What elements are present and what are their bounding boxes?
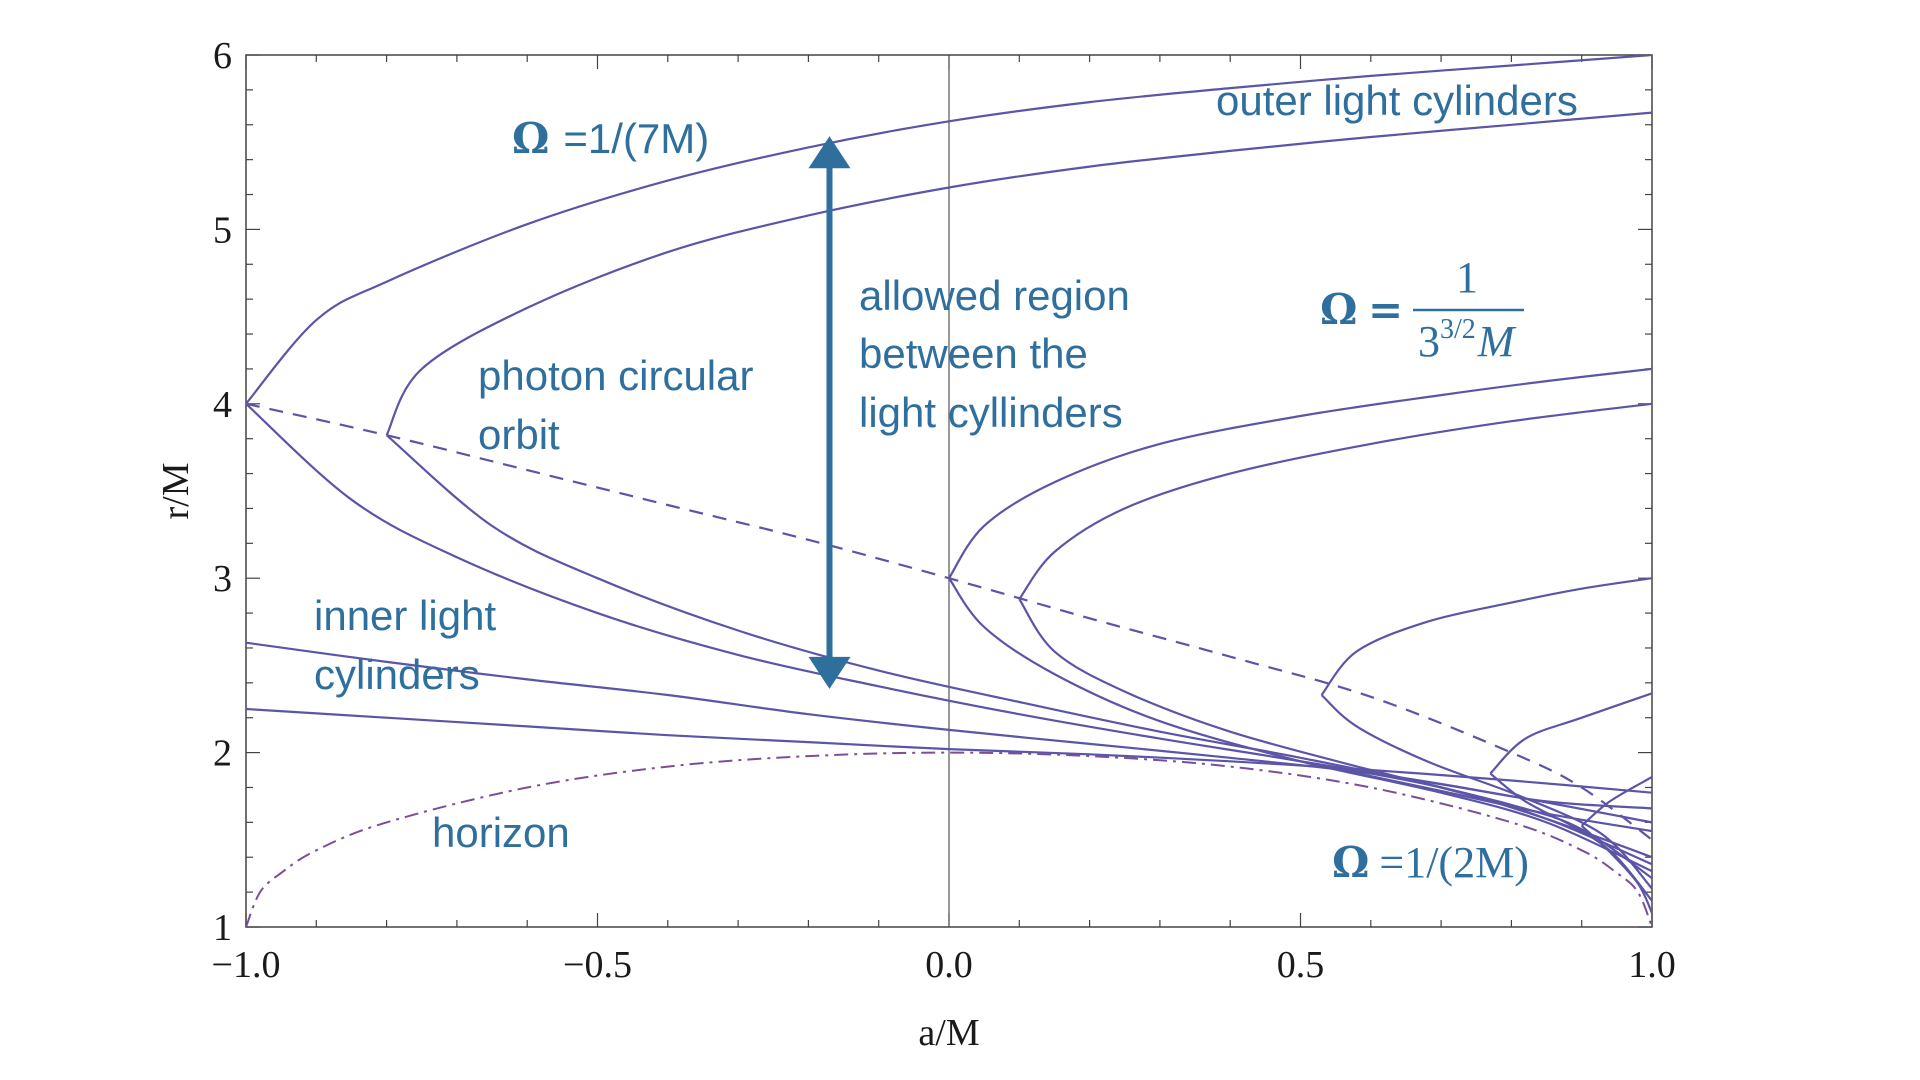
omega-mid-label: Ω = 1 33/2M [1320,253,1524,366]
x-axis-title: a/M [918,1012,979,1054]
outer-light-cylinder-curve [1489,692,1652,775]
y-tick-label: 1 [213,907,232,949]
inner-light-cylinder-curve [1300,760,1652,810]
omega-equals: = [1368,285,1403,334]
horizon-label: horizon [432,809,570,856]
outer-light-cylinder-curve [1580,776,1652,827]
x-tick-label: −0.5 [563,944,632,986]
y-tick-label: 4 [213,384,232,426]
omega-symbol: Ω [1320,285,1357,334]
omega-inner-value: =1/(2M) [1379,838,1528,887]
x-tick-label: 0.0 [925,944,973,986]
inner-light-cylinder-curve [1300,760,1652,833]
curves-group [246,55,1652,927]
inner-light-cylinder-curve [948,577,1652,873]
y-tick-label: 5 [213,209,232,251]
omega-mid-numerator: 1 [1456,253,1478,302]
omega-symbol: Ω [512,114,549,163]
inner-light-cylinder-curve [1580,824,1652,914]
inner-light-cylinder-curve [1320,694,1652,890]
x-tick-label: 0.5 [1277,944,1325,986]
photon-orbit-line1: photon circular [478,352,753,399]
arrow-head-up [808,136,851,169]
x-tick-label: −1.0 [212,944,281,986]
omega-symbol: Ω [1332,838,1369,887]
arrow-head-down [808,656,851,689]
y-tick-label: 3 [213,558,232,600]
inner-light-line2: cylinders [314,651,480,698]
inner-light-line1: inner light [314,592,496,639]
x-tick-label: 1.0 [1628,944,1676,986]
outer-light-cylinder-curve [948,367,1652,579]
omega-outer-value: =1/(7M) [563,115,709,162]
outer-light-cylinder-curve [1018,402,1652,600]
y-axis-title: r/M [155,463,197,520]
inner-light-cylinder-curve [1018,598,1652,880]
omega-inner-label: Ω =1/(2M) [1332,838,1529,887]
outer-light-cylinder-curve [246,55,1652,405]
outer-light-cylinder-curve [1320,577,1652,696]
photon-orbit-line2: orbit [478,411,560,458]
outer-light-cylinder-curve [385,111,1652,436]
y-tick-label: 2 [213,733,232,775]
allowed-region-line1: allowed region [859,272,1130,319]
omega-outer-label: Ω =1/(7M) [512,114,709,163]
inner-light-cylinder-curve [385,434,1652,859]
range-arrow [808,136,851,689]
outer-light-label: outer light cylinders [1216,77,1578,124]
inner-light-cylinder-curve [246,707,1652,794]
omega-mid-denominator: 33/2M [1418,314,1517,366]
y-tick-label: 6 [213,35,232,77]
allowed-region-line3: light cyllinders [859,389,1123,436]
allowed-region-line2: between the [859,330,1088,377]
horizon-curve [246,751,1652,927]
